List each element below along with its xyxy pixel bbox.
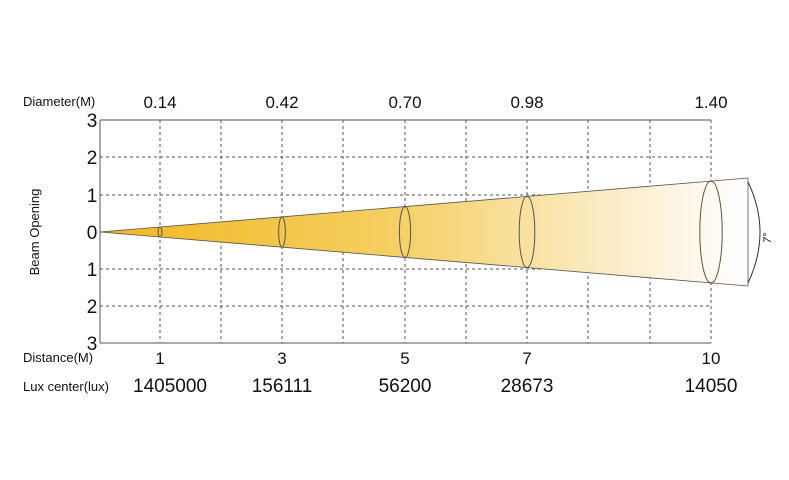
lux-value: 14050 <box>685 376 738 397</box>
y-tick-label: 1 <box>87 186 98 207</box>
diameter-label: Diameter(M) <box>23 94 95 109</box>
lux-values: 1405000 156111 56200 28673 14050 <box>133 376 737 397</box>
diameter-value: 0.42 <box>265 93 298 112</box>
lux-value: 156111 <box>252 376 313 397</box>
diameter-value: 1.40 <box>694 93 727 112</box>
beam-cross-sections <box>157 180 723 284</box>
lux-label: Lux center(lux) <box>23 379 109 394</box>
lux-value: 56200 <box>379 376 432 397</box>
y-axis-ticks: 3 2 1 0 1 2 3 <box>87 111 98 355</box>
distance-values: 1 3 5 7 10 <box>155 349 720 368</box>
distance-value: 10 <box>702 349 721 368</box>
beam-angle-arc <box>747 181 761 284</box>
distance-label: Distance(M) <box>23 350 93 365</box>
beam-cross-section <box>157 226 163 238</box>
distance-value: 7 <box>522 349 531 368</box>
y-tick-label: 2 <box>87 148 98 169</box>
y-tick-label: 1 <box>87 260 98 281</box>
distance-value: 1 <box>155 349 164 368</box>
y-tick-label: 3 <box>87 334 98 355</box>
diameter-value: 0.98 <box>510 93 543 112</box>
beam-cross-section <box>518 195 536 269</box>
lux-value: 1405000 <box>133 376 207 397</box>
light-beam <box>99 177 749 287</box>
y-tick-label: 3 <box>87 111 98 132</box>
diameter-value: 0.14 <box>143 93 176 112</box>
lux-value: 28673 <box>501 376 554 397</box>
y-tick-label: 0 <box>87 223 98 244</box>
distance-value: 3 <box>277 349 286 368</box>
diameter-value: 0.70 <box>388 93 421 112</box>
beam-cross-section <box>699 180 723 284</box>
diameter-values: 0.14 0.42 0.70 0.98 1.40 <box>143 93 727 112</box>
beam-cross-section <box>278 216 286 248</box>
y-tick-label: 2 <box>87 297 98 318</box>
beam-cross-section <box>398 206 412 258</box>
grid <box>99 119 712 344</box>
y-axis-label: Beam Opening <box>27 189 42 276</box>
beam-angle-label: 7° <box>762 232 774 243</box>
distance-value: 5 <box>400 349 409 368</box>
